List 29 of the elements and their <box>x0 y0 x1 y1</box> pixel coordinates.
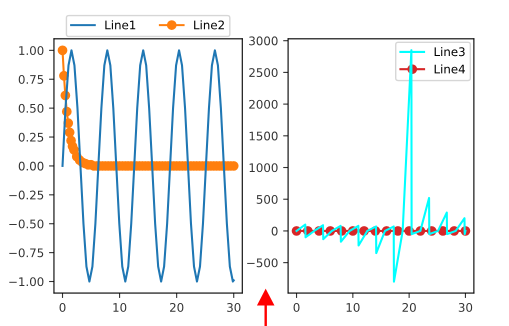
y-tick-label: 0 <box>272 226 278 236</box>
y-tick-label: 1.00 <box>19 46 44 56</box>
legend-label: Line3 <box>434 47 465 56</box>
x-tick-label: 0 <box>294 303 300 312</box>
y-tick-label: 0.25 <box>18 132 44 142</box>
y-tick-label: −0.25 <box>9 190 44 200</box>
y-tick-label: −0.75 <box>9 248 44 258</box>
x-tick-label: 20 <box>170 303 184 312</box>
legend-label: Line1 <box>105 20 136 30</box>
x-tick-label: 30 <box>227 303 240 312</box>
y-tick-label: 1000 <box>250 163 278 172</box>
x-tick-label: 10 <box>346 303 360 312</box>
y-tick-label: −1.00 <box>9 277 44 286</box>
y-tick-label: 500 <box>256 194 278 204</box>
y-tick-label: −0.50 <box>9 219 44 228</box>
y-tick-label: −500 <box>247 258 278 268</box>
y-tick-label: 0.75 <box>18 74 44 84</box>
x-tick-label: 0 <box>60 303 66 312</box>
y-tick-label: 1500 <box>250 132 278 140</box>
x-tick-label: 10 <box>113 303 126 312</box>
legend-label: Line2 <box>194 20 224 30</box>
y-tick-label: 0.00 <box>18 162 44 171</box>
x-tick-label: 20 <box>402 303 416 312</box>
y-tick-label: 0.50 <box>18 104 44 113</box>
y-tick-label: 3000 <box>249 36 278 46</box>
y-tick-label: 2500 <box>249 68 278 78</box>
legend-label: Line4 <box>434 64 465 74</box>
x-tick-label: 30 <box>458 303 472 312</box>
y-tick-label: 2000 <box>249 100 278 109</box>
